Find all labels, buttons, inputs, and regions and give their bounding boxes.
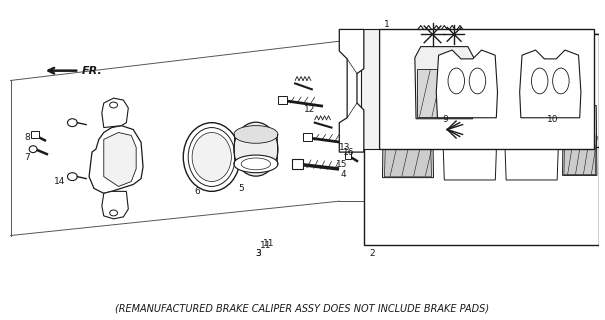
Ellipse shape bbox=[68, 119, 77, 127]
Polygon shape bbox=[520, 50, 581, 118]
Text: 9: 9 bbox=[442, 115, 448, 124]
Text: 3: 3 bbox=[255, 249, 261, 258]
Text: 11: 11 bbox=[260, 241, 272, 250]
Polygon shape bbox=[385, 134, 431, 177]
Ellipse shape bbox=[29, 146, 37, 153]
Polygon shape bbox=[361, 29, 379, 149]
Polygon shape bbox=[339, 29, 364, 152]
Text: 3: 3 bbox=[255, 249, 261, 258]
Polygon shape bbox=[278, 96, 287, 104]
Text: 7: 7 bbox=[24, 153, 30, 162]
Ellipse shape bbox=[110, 102, 117, 108]
Text: 13: 13 bbox=[339, 143, 351, 152]
Polygon shape bbox=[415, 47, 474, 119]
Ellipse shape bbox=[552, 68, 569, 94]
Ellipse shape bbox=[192, 132, 231, 181]
Ellipse shape bbox=[234, 126, 278, 143]
Ellipse shape bbox=[536, 127, 548, 149]
Polygon shape bbox=[345, 151, 351, 159]
Text: 11: 11 bbox=[263, 239, 275, 248]
Text: 5: 5 bbox=[238, 184, 244, 193]
Polygon shape bbox=[102, 191, 128, 219]
Ellipse shape bbox=[234, 122, 278, 176]
Polygon shape bbox=[104, 132, 136, 187]
Ellipse shape bbox=[469, 68, 486, 94]
Polygon shape bbox=[379, 34, 600, 147]
Text: 12: 12 bbox=[304, 105, 316, 115]
Polygon shape bbox=[292, 159, 303, 169]
Polygon shape bbox=[364, 34, 600, 44]
Polygon shape bbox=[505, 101, 558, 180]
Ellipse shape bbox=[110, 210, 117, 216]
Polygon shape bbox=[564, 135, 595, 175]
Ellipse shape bbox=[183, 123, 240, 191]
Text: 16: 16 bbox=[344, 148, 355, 156]
Ellipse shape bbox=[531, 68, 548, 94]
Ellipse shape bbox=[474, 127, 486, 149]
Polygon shape bbox=[563, 106, 597, 175]
Polygon shape bbox=[436, 50, 497, 118]
Polygon shape bbox=[303, 133, 312, 141]
Ellipse shape bbox=[516, 127, 527, 149]
Ellipse shape bbox=[188, 128, 235, 187]
Text: FR.: FR. bbox=[82, 66, 103, 76]
Ellipse shape bbox=[448, 68, 465, 94]
Text: 10: 10 bbox=[546, 115, 558, 124]
Polygon shape bbox=[443, 101, 496, 180]
Polygon shape bbox=[89, 126, 143, 193]
Text: 15: 15 bbox=[336, 160, 347, 169]
Text: 14: 14 bbox=[54, 177, 65, 186]
Text: 2: 2 bbox=[369, 249, 374, 258]
Text: 6: 6 bbox=[194, 187, 200, 196]
Ellipse shape bbox=[68, 173, 77, 180]
Polygon shape bbox=[102, 98, 128, 128]
Text: 4: 4 bbox=[341, 170, 346, 179]
Polygon shape bbox=[417, 69, 471, 117]
Polygon shape bbox=[31, 132, 39, 138]
Ellipse shape bbox=[454, 127, 465, 149]
Ellipse shape bbox=[234, 155, 278, 173]
Polygon shape bbox=[379, 29, 595, 149]
Polygon shape bbox=[364, 44, 600, 245]
Polygon shape bbox=[382, 103, 434, 178]
Text: 1: 1 bbox=[384, 20, 389, 29]
Text: (REMANUFACTURED BRAKE CALIPER ASSY DOES NOT INCLUDE BRAKE PADS): (REMANUFACTURED BRAKE CALIPER ASSY DOES … bbox=[116, 304, 489, 314]
Text: 8: 8 bbox=[24, 133, 30, 142]
